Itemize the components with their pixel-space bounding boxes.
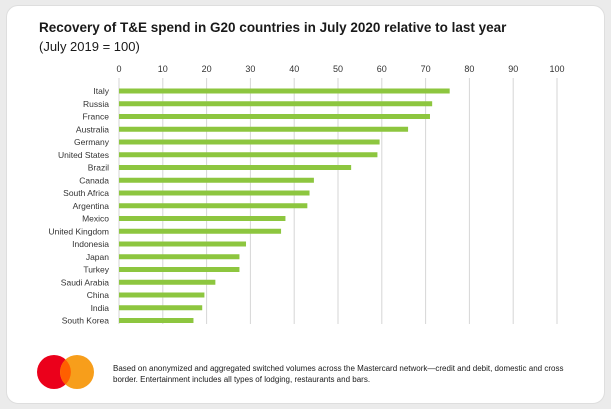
bar	[119, 126, 409, 132]
category-label: Germany	[74, 137, 110, 147]
bar	[119, 228, 282, 234]
category-label: Australia	[76, 124, 109, 134]
category-label: India	[91, 303, 110, 313]
bar	[119, 305, 203, 311]
x-tick-label: 80	[464, 64, 474, 74]
category-label: Turkey	[83, 265, 109, 275]
category-label: France	[83, 112, 110, 122]
category-label: United States	[58, 150, 109, 160]
bar	[119, 177, 314, 183]
x-tick-label: 50	[333, 64, 343, 74]
category-label: Argentina	[73, 201, 110, 211]
bar	[119, 139, 380, 145]
category-label: Mexico	[82, 214, 109, 224]
category-label: Russia	[83, 99, 109, 109]
bar	[119, 152, 378, 158]
bar	[119, 292, 205, 298]
x-tick-label: 30	[245, 64, 255, 74]
category-label: South Africa	[63, 188, 109, 198]
x-tick-label: 90	[508, 64, 518, 74]
x-tick-label: 70	[421, 64, 431, 74]
bar	[119, 241, 247, 247]
category-label: Indonesia	[72, 239, 109, 249]
bar	[119, 267, 240, 272]
bar	[119, 114, 430, 119]
logo-overlap	[60, 359, 71, 385]
category-label: South Korea	[62, 316, 110, 326]
bar	[119, 88, 450, 94]
category-label: United Kingdom	[49, 226, 109, 236]
bar	[119, 318, 194, 323]
x-tick-label: 60	[377, 64, 387, 74]
bar	[119, 101, 433, 107]
chart-title: Recovery of T&E spend in G20 countries i…	[39, 20, 507, 35]
x-tick-label: 0	[116, 64, 121, 74]
bar	[119, 165, 352, 170]
category-label: Italy	[93, 86, 109, 96]
footnote: Based on anonymized and aggregated switc…	[113, 364, 564, 384]
chart-subtitle: (July 2019 = 100)	[39, 39, 140, 54]
x-tick-label: 20	[202, 64, 212, 74]
x-tick-label: 100	[549, 64, 564, 74]
bar	[119, 190, 310, 196]
x-tick-label: 40	[289, 64, 299, 74]
bar	[119, 279, 216, 285]
bar	[119, 254, 240, 260]
mastercard-logo-icon	[37, 355, 94, 389]
x-tick-label: 10	[158, 64, 168, 74]
category-label: Canada	[79, 175, 109, 185]
category-label: Japan	[86, 252, 109, 262]
category-label: China	[87, 290, 109, 300]
category-label: Saudi Arabia	[61, 277, 109, 287]
category-label: Brazil	[88, 163, 109, 173]
bar	[119, 203, 308, 209]
bar	[119, 216, 286, 221]
